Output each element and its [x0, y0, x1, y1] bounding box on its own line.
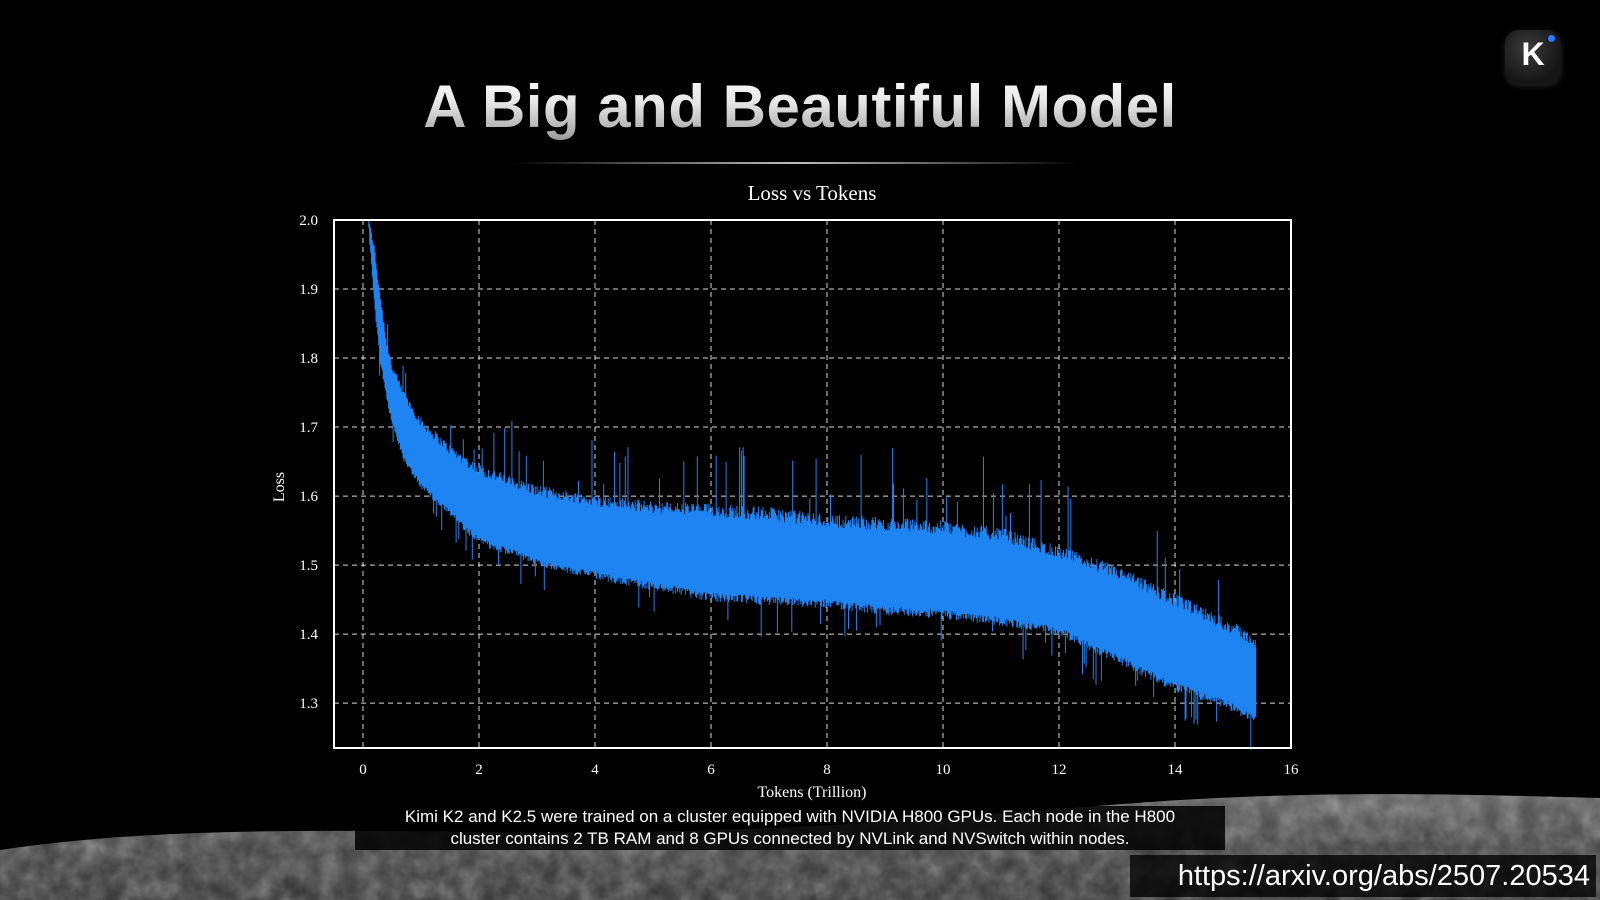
x-tick-label: 8: [823, 762, 831, 778]
y-tick-label: 1.5: [299, 558, 318, 574]
x-axis-label: Tokens (Trillion): [758, 784, 867, 801]
caption-line-1: Kimi K2 and K2.5 were trained on a clust…: [404, 807, 1176, 826]
x-tick-label: 6: [707, 762, 715, 778]
y-tick-label: 2.0: [299, 213, 318, 229]
series-noise: [368, 220, 1256, 750]
series-loss: [368, 220, 1257, 750]
title-divider: [510, 162, 1080, 164]
y-axis-label: Loss: [271, 472, 288, 502]
x-tick-label: 10: [936, 762, 951, 778]
x-tick-label: 12: [1052, 762, 1067, 778]
logo-letter: K: [1521, 36, 1545, 72]
y-tick-label: 1.7: [299, 420, 318, 436]
x-tick-label: 2: [475, 762, 483, 778]
slide-caption: Kimi K2 and K2.5 were trained on a clust…: [355, 806, 1225, 850]
x-tick-label: 0: [359, 762, 367, 778]
x-tick-label: 14: [1168, 762, 1184, 778]
x-tick-label: 4: [591, 762, 599, 778]
y-tick-label: 1.4: [299, 627, 318, 643]
chart-title: Loss vs Tokens: [748, 181, 877, 205]
y-tick-label: 1.8: [299, 351, 318, 367]
logo-dot-icon: [1548, 35, 1555, 42]
plot-frame: [333, 219, 1292, 749]
tick-labels: 0 2 4 6 8 10 12 14 16 1.3 1.4 1.5 1.6 1.7 1.8 1.9 2.0: [299, 213, 1299, 778]
slide-title: A Big and Beautiful Model: [0, 72, 1600, 141]
y-tick-label: 1.9: [299, 282, 318, 298]
caption-line-2: cluster contains 2 TB RAM and 8 GPUs con…: [450, 829, 1130, 848]
x-tick-label: 16: [1284, 762, 1300, 778]
y-tick-label: 1.6: [299, 489, 318, 505]
y-tick-label: 1.3: [299, 696, 318, 712]
kimi-logo: K: [1505, 30, 1561, 84]
source-link[interactable]: https://arxiv.org/abs/2507.20534: [1130, 855, 1596, 897]
